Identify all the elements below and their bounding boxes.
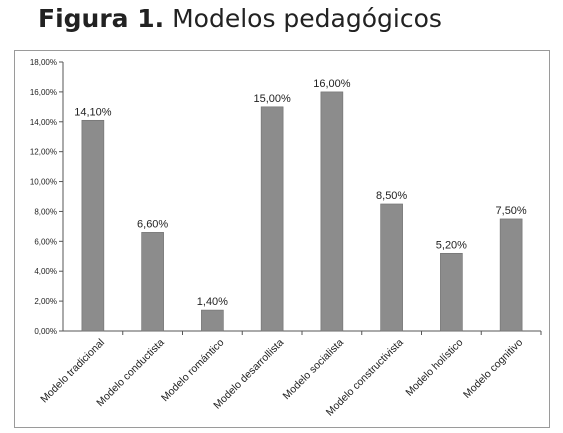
- x-tick-label: Modelo socialista: [281, 337, 347, 403]
- y-tick-label: 6,00%: [34, 237, 57, 246]
- data-label: 16,00%: [313, 78, 351, 90]
- bar: [81, 119, 105, 332]
- bar: [260, 106, 284, 332]
- figure-label: Figura 1.: [38, 4, 165, 33]
- y-tick-label: 14,00%: [30, 118, 57, 127]
- y-tick-label: 0,00%: [34, 327, 57, 336]
- figure-title: Figura 1. Modelos pedagógicos: [38, 4, 442, 33]
- data-label: 15,00%: [253, 93, 291, 105]
- x-tick-label: Modelo conductista: [94, 337, 167, 410]
- y-tick-label: 2,00%: [34, 297, 57, 306]
- data-label: 1,40%: [197, 296, 228, 308]
- x-tick-label: Modelo holístico: [403, 337, 465, 399]
- y-tick-label: 16,00%: [30, 88, 57, 97]
- bar: [141, 232, 164, 332]
- chart-frame: 0,00% 2,00% 4,00% 6,00% 8,00% 10,00% 12,00% 14,…: [14, 50, 550, 428]
- bar: [320, 91, 344, 332]
- x-tick-label: Modelo tradicional: [38, 337, 107, 406]
- data-label: 8,50%: [376, 190, 407, 202]
- data-label: 7,50%: [496, 205, 527, 217]
- bar: [499, 218, 523, 332]
- figure-caption: Modelos pedagógicos: [172, 4, 442, 33]
- y-tick-label: 18,00%: [30, 58, 57, 67]
- y-tick-label: 12,00%: [30, 148, 57, 157]
- bar-chart: 0,00% 2,00% 4,00% 6,00% 8,00% 10,00% 12,00% 14,…: [30, 58, 542, 419]
- data-label: 5,20%: [436, 239, 467, 251]
- x-tick-label: Modelo romántico: [159, 337, 227, 405]
- y-tick-label: 8,00%: [34, 207, 57, 216]
- x-tick-label: Modelo cognitivo: [461, 337, 525, 401]
- y-tick-label: 10,00%: [30, 178, 57, 187]
- y-tick-label: 4,00%: [34, 267, 57, 276]
- data-label: 14,10%: [74, 106, 112, 118]
- data-label: 6,60%: [137, 218, 168, 230]
- bar: [201, 309, 224, 332]
- bar: [440, 252, 463, 332]
- bar: [380, 203, 403, 332]
